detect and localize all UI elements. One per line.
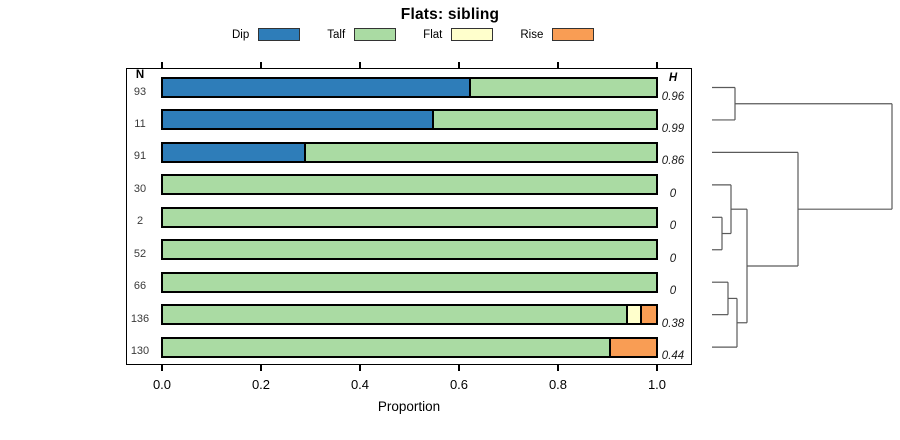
top-tick	[359, 62, 361, 68]
bottom-tick	[260, 365, 262, 371]
stacked-bar-caspiana	[161, 239, 658, 261]
h-value: 0.86	[661, 155, 685, 168]
legend: Dip Talf Flat Rise	[232, 27, 595, 42]
n-value: 130	[130, 345, 150, 358]
bar-segment-flat	[626, 306, 640, 324]
bar-segment-talf	[163, 273, 656, 291]
legend-item-dip: Dip	[232, 28, 301, 41]
stacked-bar-buxin	[161, 77, 658, 98]
row-label-caspiana	[0, 241, 118, 259]
bottom-tick	[161, 365, 163, 371]
chart-title: Flats: sibling	[400, 6, 500, 23]
h-value: 0.99	[661, 122, 685, 135]
n-value: 66	[133, 280, 147, 293]
row-label-perry	[0, 143, 118, 161]
x-tick-label: 0.4	[350, 377, 370, 392]
top-tick	[161, 62, 163, 68]
row-label-armistead	[0, 273, 118, 291]
bar-segment-talf	[431, 111, 656, 129]
legend-label: Flat	[423, 28, 443, 41]
x-tick-label: 0.0	[152, 377, 172, 392]
bottom-tick	[557, 365, 559, 371]
row-label-roebuck	[0, 208, 118, 226]
bar-segment-dip	[163, 143, 304, 161]
bottom-tick	[656, 365, 658, 371]
n-value: 11	[134, 117, 146, 130]
bar-segment-rise	[639, 306, 656, 324]
row-label-gallion	[0, 338, 118, 356]
h-value: 0	[669, 187, 677, 200]
row-label-roellen	[0, 111, 118, 129]
h-value: 0	[669, 220, 677, 233]
legend-item-flat: Flat	[423, 28, 494, 41]
top-tick	[260, 62, 262, 68]
legend-label: Rise	[520, 28, 544, 41]
h-value: 0.44	[661, 350, 685, 363]
row-label-coushatta	[0, 306, 118, 324]
bar-segment-talf	[163, 208, 656, 226]
h-value: 0.38	[661, 317, 685, 330]
legend-item-rise: Rise	[520, 28, 595, 41]
legend-swatch-talf	[354, 28, 397, 41]
top-tick	[458, 62, 460, 68]
stacked-bar-gallion	[161, 336, 658, 358]
bar-segment-rise	[609, 338, 656, 356]
legend-swatch-dip	[258, 28, 301, 41]
stacked-bar-roellen	[161, 109, 658, 131]
stacked-bar-perry	[161, 141, 658, 163]
bar-segment-talf	[303, 143, 656, 161]
row-label-buxin	[0, 79, 118, 97]
n-value: 52	[133, 247, 147, 260]
x-tick-label: 0.6	[449, 377, 469, 392]
bar-segment-talf	[468, 79, 656, 96]
legend-swatch-rise	[552, 28, 595, 41]
row-label-verdigris	[0, 176, 118, 194]
h-column-header: H	[668, 72, 678, 84]
bottom-tick	[359, 365, 361, 371]
stacked-bar-verdigris	[161, 174, 658, 196]
h-value: 0.96	[661, 90, 685, 103]
top-tick	[557, 62, 559, 68]
h-value: 0	[669, 285, 677, 298]
n-value: 2	[136, 215, 144, 228]
x-tick-label: 0.8	[548, 377, 568, 392]
bar-segment-dip	[163, 79, 469, 96]
n-column-header: N	[135, 69, 145, 81]
n-value: 30	[133, 182, 147, 195]
bar-segment-talf	[163, 176, 656, 194]
stacked-bar-armistead	[161, 271, 658, 293]
bar-segment-dip	[163, 111, 432, 129]
legend-label: Dip	[232, 28, 250, 41]
bar-segment-talf	[163, 241, 656, 259]
n-value: 93	[133, 85, 147, 98]
legend-swatch-flat	[451, 28, 494, 41]
bar-segment-talf	[163, 338, 610, 356]
plot-box	[126, 68, 692, 365]
stacked-bar-roebuck	[161, 206, 658, 228]
dendrogram	[712, 86, 893, 348]
legend-label: Talf	[327, 28, 346, 41]
n-value: 136	[130, 312, 150, 325]
n-value: 91	[133, 150, 147, 163]
bottom-tick	[458, 365, 460, 371]
legend-item-talf: Talf	[327, 28, 397, 41]
x-axis-label: Proportion	[377, 399, 441, 414]
h-value: 0	[669, 252, 677, 265]
x-tick-label: 0.2	[251, 377, 271, 392]
stacked-bar-coushatta	[161, 304, 658, 326]
top-tick	[656, 62, 658, 68]
x-tick-label: 1.0	[647, 377, 667, 392]
bar-segment-talf	[163, 306, 627, 324]
